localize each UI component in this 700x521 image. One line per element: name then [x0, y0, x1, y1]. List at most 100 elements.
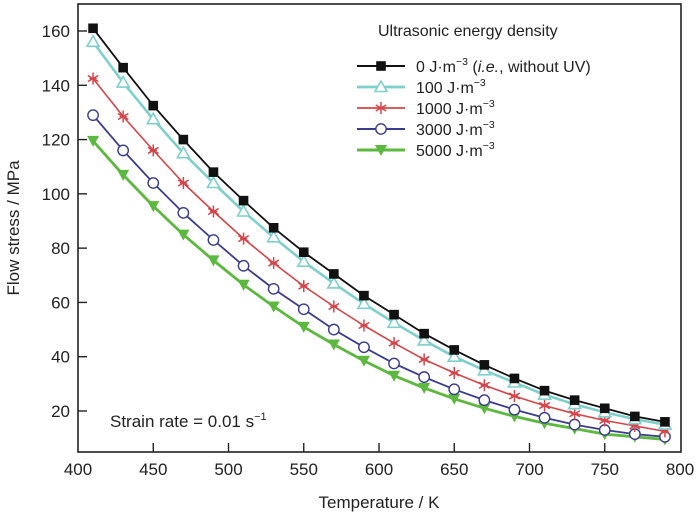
data-point [147, 177, 160, 189]
data-point [568, 418, 581, 431]
data-point [147, 144, 159, 157]
data-point [87, 135, 100, 147]
data-point [478, 403, 491, 415]
legend-marker [373, 79, 389, 93]
data-point [177, 177, 189, 189]
data-point [88, 23, 98, 34]
series-4 [87, 135, 671, 446]
series-line [92, 78, 666, 433]
data-point [416, 332, 432, 346]
data-point [207, 234, 220, 246]
legend-item: 100 J·m−3 [357, 77, 486, 97]
data-point [388, 337, 400, 350]
data-point [388, 357, 400, 370]
legend-label: 1000 J·m−3 [416, 98, 495, 118]
legend-label: 3000 J·m−3 [416, 119, 495, 139]
data-point [356, 296, 372, 310]
data-point [236, 203, 251, 217]
y-axis-title: Flow stress / MPa [4, 160, 23, 296]
data-point [538, 411, 551, 424]
data-point [207, 255, 220, 267]
data-point [238, 195, 249, 206]
x-tick-label: 500 [214, 460, 242, 479]
data-point [268, 257, 280, 270]
data-point [448, 383, 461, 396]
data-point [449, 345, 460, 355]
data-point [117, 144, 130, 157]
y-tick-label: 80 [51, 239, 70, 258]
data-point [87, 72, 99, 85]
series-layer [85, 23, 673, 446]
data-point [266, 229, 282, 243]
data-point [569, 407, 581, 420]
data-point [418, 382, 431, 394]
data-point [329, 269, 339, 279]
data-point [509, 373, 520, 384]
x-tick-label: 700 [515, 460, 543, 479]
legend-item: 3000 J·m−3 [357, 119, 495, 139]
data-point [630, 411, 640, 422]
data-point [328, 300, 340, 313]
y-tick-label: 60 [51, 293, 70, 312]
x-tick-label: 750 [591, 460, 619, 479]
series-line [91, 139, 666, 441]
data-point [117, 169, 130, 181]
legend-label: 100 J·m−3 [416, 77, 486, 97]
data-point [569, 395, 580, 405]
y-tick-label: 20 [51, 402, 70, 421]
y-tick-label: 100 [42, 185, 70, 204]
legend-title: Ultrasonic energy density [378, 23, 558, 40]
data-point [389, 309, 399, 320]
data-point [418, 371, 431, 383]
data-point [267, 282, 280, 295]
x-tick-label: 450 [139, 460, 167, 479]
data-point [359, 290, 369, 301]
data-point [599, 414, 611, 427]
data-point [177, 206, 190, 219]
x-axis: 400 450 500 550 600 650 700 750 800 [64, 443, 694, 479]
data-point [419, 328, 429, 339]
data-point [478, 394, 491, 407]
data-point [147, 201, 160, 213]
data-point [478, 379, 490, 392]
legend-label: 5000 J·m−3 [416, 140, 495, 160]
y-tick-label: 140 [42, 76, 70, 95]
legend: Ultrasonic energy density 0 J·m−3 (i.e.,… [357, 23, 591, 160]
annotation-text: Strain rate = 0.01 s [110, 412, 254, 431]
data-point [538, 399, 551, 412]
data-point [268, 222, 279, 233]
data-point [388, 370, 401, 382]
data-point [87, 109, 99, 122]
data-point [508, 390, 521, 403]
annotation: Strain rate = 0.01 s−1 [110, 411, 267, 431]
legend-label: 0 J·m−3 (i.e., without UV) [416, 56, 591, 76]
data-point [145, 111, 161, 125]
y-tick-label: 160 [42, 22, 70, 41]
data-point [297, 303, 310, 316]
data-point [85, 34, 101, 48]
data-point [206, 175, 221, 189]
data-point [178, 134, 189, 145]
data-point [446, 349, 462, 363]
data-point [479, 360, 490, 370]
data-point [448, 367, 460, 379]
x-tick-label: 400 [64, 460, 92, 479]
data-point [660, 417, 670, 427]
x-tick-label: 600 [365, 460, 393, 479]
data-point [175, 145, 191, 159]
data-point [267, 301, 280, 313]
data-point [207, 205, 220, 218]
legend-marker [375, 123, 387, 135]
data-point [386, 315, 402, 329]
data-point [327, 323, 340, 336]
legend-item: 1000 J·m−3 [357, 98, 495, 118]
data-point [357, 355, 370, 367]
series-line [92, 114, 665, 438]
annotation-superscript: −1 [254, 411, 267, 423]
data-point [115, 74, 131, 88]
data-point [208, 167, 219, 177]
data-point [237, 259, 250, 272]
data-point [599, 403, 610, 414]
series-line [92, 27, 666, 423]
